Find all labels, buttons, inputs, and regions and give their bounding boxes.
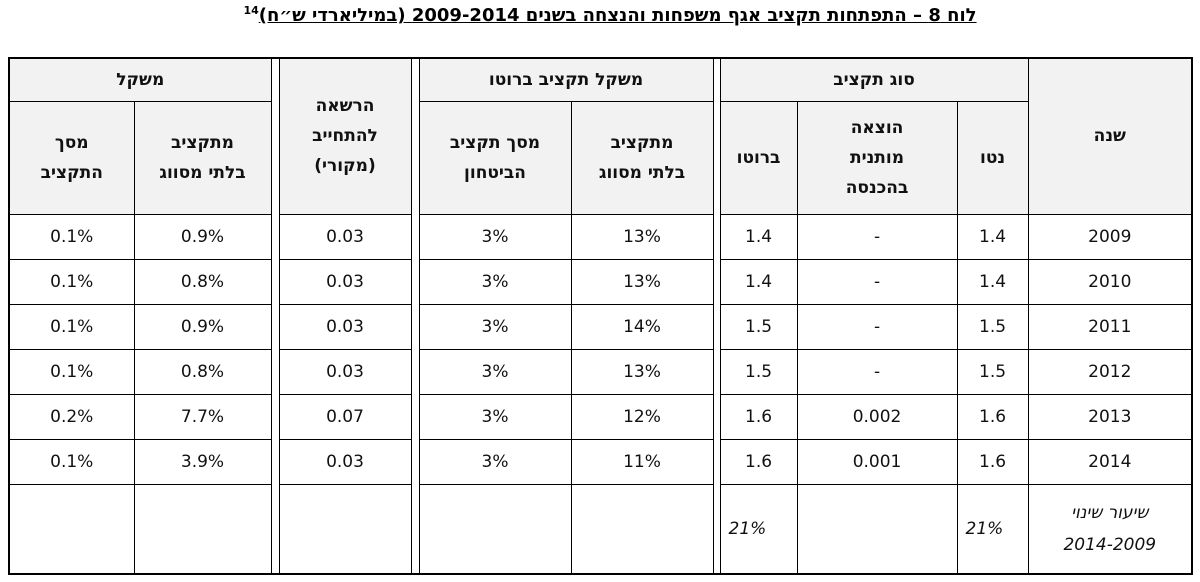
- table-cell: 1.4: [719, 258, 798, 305]
- table-title: לוח 8 – התפתחות תקציב אגף משפחות והנצחה …: [0, 4, 1200, 26]
- table-cell: 2013: [1027, 393, 1193, 440]
- table-row: 2010 1.4-1.4 13% 3% 0.03 0.8% 0.1%: [8, 258, 1193, 305]
- table-cell: הוצאה מותנית בהכנסה: [796, 100, 958, 215]
- table-row: שנה סוג תקציב משקל תקציב ברוטו הרשאה להתחיי…: [8, 57, 1193, 575]
- table-cell: 0.03: [278, 348, 412, 395]
- table-cell: 0.2%: [8, 393, 135, 440]
- table-cell: 1.4: [956, 258, 1029, 305]
- table-cell: 0.07: [278, 393, 412, 440]
- table-cell: 3%: [418, 393, 572, 440]
- table-row: 2014 1.6 0.001 1.6 11% 3% 0.03 3.9% 0.1%: [8, 438, 1193, 485]
- table-cell: 1.5: [956, 348, 1029, 395]
- table-cell: 0.03: [278, 303, 412, 350]
- table-cell: 1.5: [719, 303, 798, 350]
- table-cell: 21%: [719, 483, 798, 575]
- table-row: 2009 1.4-1.4 13% 3% 0.03 0.9% 0.1%: [8, 213, 1193, 260]
- table-cell: 0.1%: [8, 303, 135, 350]
- table-cell: 0.03: [278, 213, 412, 260]
- table-cell: 1.5: [956, 303, 1029, 350]
- table-cell: 13%: [570, 213, 714, 260]
- table-cell: -: [796, 213, 958, 260]
- table-cell: שנה: [1027, 57, 1193, 215]
- table-cell: 0.9%: [133, 303, 272, 350]
- table-cell: 1.4: [956, 213, 1029, 260]
- table-cell: 0.03: [278, 438, 412, 485]
- table-cell: 14%: [570, 303, 714, 350]
- table-cell: 0.1%: [8, 258, 135, 305]
- table-cell: 13%: [570, 258, 714, 305]
- table-cell: -: [796, 258, 958, 305]
- table-row: 2013 1.6 0.002 1.6 12% 3% 0.07 7.7% 0.2%: [8, 393, 1193, 440]
- table-cell: 13%: [570, 348, 714, 395]
- empty-cell: [570, 483, 714, 575]
- table-cell: 0.1%: [8, 438, 135, 485]
- footnote-mark: 14: [243, 4, 259, 17]
- table-cell: 0.03: [278, 258, 412, 305]
- table-body: שנה סוג תקציב משקל תקציב ברוטו הרשאה להתחיי…: [8, 57, 1193, 575]
- table-cell: 3.9%: [133, 438, 272, 485]
- table-cell: 0.002: [796, 393, 958, 440]
- table-cell: 3%: [418, 348, 572, 395]
- budget-table: שנה סוג תקציב משקל תקציב ברוטו הרשאה להתחיי…: [8, 57, 1194, 575]
- table-cell: 21%: [956, 483, 1029, 575]
- table-cell: 11%: [570, 438, 714, 485]
- table-cell: מתקציב בלתי מסווג: [133, 100, 272, 215]
- table-cell: 2011: [1027, 303, 1193, 350]
- table-cell: סוג תקציב: [719, 57, 1029, 102]
- table-cell: 1.6: [956, 438, 1029, 485]
- table-cell: 1.6: [956, 393, 1029, 440]
- table-cell: 0.1%: [8, 348, 135, 395]
- table-row: 2011 1.5-1.5 14% 3% 0.03 0.9% 0.1%: [8, 303, 1193, 350]
- table-cell: 3%: [418, 303, 572, 350]
- table-cell: 1.6: [719, 393, 798, 440]
- empty-cell: [796, 483, 958, 575]
- empty-cell: [8, 483, 135, 575]
- table-cell: ברוטו: [719, 100, 798, 215]
- empty-cell: [418, 483, 572, 575]
- table-cell: 3%: [418, 438, 572, 485]
- table-cell: -: [796, 303, 958, 350]
- table-cell: משקל: [8, 57, 272, 102]
- spacer-column: [270, 57, 280, 575]
- table-cell: הרשאה להתחייב (מקורי): [278, 57, 412, 215]
- table-cell: 3%: [418, 258, 572, 305]
- table-cell: נטו: [956, 100, 1029, 215]
- table-cell: מסך תקציב הביטחון: [418, 100, 572, 215]
- table-cell: משקל תקציב ברוטו: [418, 57, 714, 102]
- empty-cell: [133, 483, 272, 575]
- table-cell: 0.001: [796, 438, 958, 485]
- spacer-column: [712, 57, 721, 575]
- table-row: שיעור שינוי 2014-2009 21% 21%: [8, 483, 1193, 575]
- table-cell: 1.4: [719, 213, 798, 260]
- table-cell: 3%: [418, 213, 572, 260]
- table-cell: 2014: [1027, 438, 1193, 485]
- table-cell: 1.5: [719, 348, 798, 395]
- table-cell: 0.1%: [8, 213, 135, 260]
- table-cell: 1.6: [719, 438, 798, 485]
- table-cell: 12%: [570, 393, 714, 440]
- table-row: 2012 1.5-1.5 13% 3% 0.03 0.8% 0.1%: [8, 348, 1193, 395]
- table-cell: מסך התקציב: [8, 100, 135, 215]
- table-cell: מתקציב בלתי מסווג: [570, 100, 714, 215]
- title-text: לוח 8 – התפתחות תקציב אגף משפחות והנצחה …: [258, 5, 977, 26]
- table-cell: שיעור שינוי 2014-2009: [1027, 483, 1193, 575]
- table-cell: -: [796, 348, 958, 395]
- table-cell: 2009: [1027, 213, 1193, 260]
- table-cell: 0.9%: [133, 213, 272, 260]
- table-cell: 7.7%: [133, 393, 272, 440]
- spacer-column: [410, 57, 420, 575]
- empty-cell: [278, 483, 412, 575]
- table-cell: 2012: [1027, 348, 1193, 395]
- table-row: נטו הוצאה מותנית בהכנסה ברוטו מתקציב בלתי מ…: [8, 100, 1192, 215]
- table-cell: 0.8%: [133, 348, 272, 395]
- table-cell: 0.8%: [133, 258, 272, 305]
- table-cell: 2010: [1027, 258, 1193, 305]
